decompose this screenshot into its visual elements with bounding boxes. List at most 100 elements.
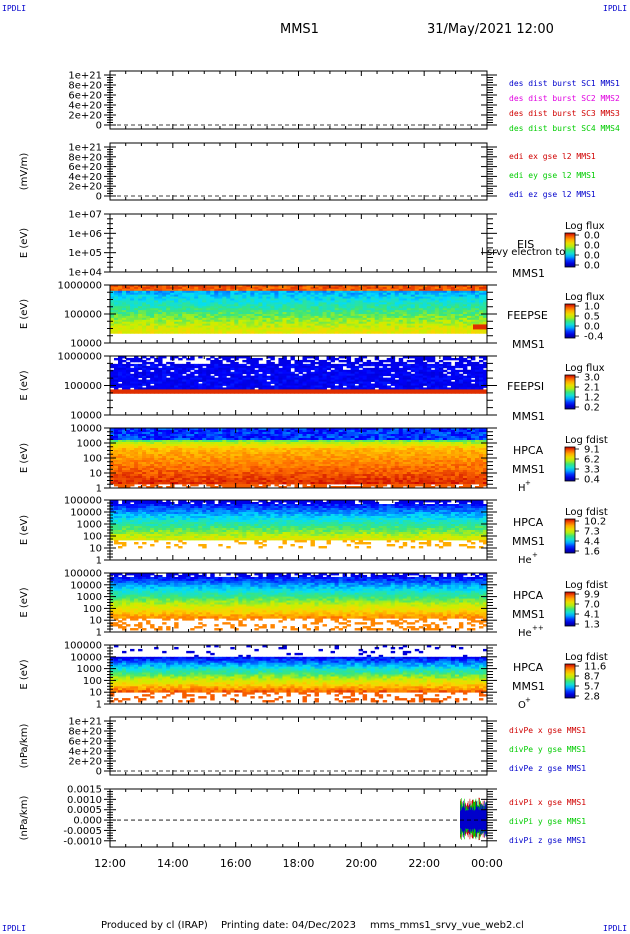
y-tick-label: 1e+04 <box>68 268 102 279</box>
spectrogram-cell <box>202 317 207 321</box>
spectrogram-cell <box>390 290 396 294</box>
spectrogram-cell <box>346 306 352 309</box>
spectrogram-cell <box>178 288 183 292</box>
spectrogram-cell <box>358 298 364 301</box>
spectrogram-cell <box>206 377 211 380</box>
spectrogram-cell <box>358 314 364 317</box>
spectrogram-cell <box>250 312 255 315</box>
spectrogram-cell <box>462 310 468 313</box>
spectrogram-cell <box>234 379 239 382</box>
spectrogram-cell <box>430 329 436 332</box>
spectrogram-cell <box>274 377 279 380</box>
spectrogram-cell <box>354 367 360 371</box>
spectrogram-cell <box>322 371 327 375</box>
spectrogram-cell <box>390 308 396 311</box>
spectrogram-cell <box>258 290 263 294</box>
y-tick-label: 0 <box>96 121 102 132</box>
spectrogram-cell <box>238 375 243 379</box>
spectrogram-cell <box>278 391 283 394</box>
spectrogram-cell <box>130 290 135 294</box>
spectrogram-cell <box>470 329 476 332</box>
spectrogram-cell <box>166 327 171 330</box>
spectrogram-cell <box>378 373 384 377</box>
spectrogram-cell <box>346 312 352 315</box>
spectrogram-cell <box>310 304 315 307</box>
spectrogram-cell <box>406 391 412 394</box>
spectrogram-cell <box>210 327 215 330</box>
spectrogram-cell <box>398 325 404 328</box>
spectrogram-cell <box>422 331 428 334</box>
spectrogram-cell <box>114 369 119 373</box>
spectrogram-cell <box>286 304 291 307</box>
spectrogram-cell <box>290 302 295 305</box>
spectrogram-cell <box>138 359 143 363</box>
spectrogram-cell <box>346 285 352 288</box>
spectrogram-cell <box>262 383 267 386</box>
spectrogram-cell <box>286 367 291 371</box>
spectrogram-cell <box>146 285 151 288</box>
spectrogram-cell <box>358 373 364 377</box>
spectrogram-cell <box>394 329 400 332</box>
spectrogram-cell <box>214 373 219 377</box>
spectrogram-cell <box>142 365 147 369</box>
spectrogram-cell <box>262 327 267 330</box>
spectrogram-cell <box>390 379 396 382</box>
spectrogram-cell <box>466 363 472 367</box>
spectrogram-cell <box>202 296 207 299</box>
spectrogram-cell <box>198 363 203 367</box>
legend-entry: des dist burst SC3 MMS3 <box>509 109 620 118</box>
spectrogram-cell <box>318 389 323 392</box>
spectrogram-cell <box>402 312 408 315</box>
spectrogram-cell <box>202 294 207 297</box>
spectrogram-cell <box>182 325 187 328</box>
spectrogram-cell <box>178 367 183 371</box>
spectrogram-cell <box>198 285 203 288</box>
spectrogram-cell <box>218 365 223 369</box>
spectrogram-cell <box>346 304 352 307</box>
spectrogram-cell <box>478 294 484 297</box>
spectrogram-cell <box>150 329 155 332</box>
spectrogram-cell <box>454 315 460 319</box>
legend-entry: des dist burst SC1 MMS1 <box>509 79 620 88</box>
spectrogram-cell <box>230 375 235 379</box>
spectrogram-cell <box>214 377 219 380</box>
spectrogram-cell <box>482 331 488 334</box>
spectrogram-cell <box>162 331 167 334</box>
spectrogram-cell <box>262 363 267 367</box>
spectrogram-cell <box>202 363 207 367</box>
spectrogram-cell <box>186 292 191 296</box>
spectrogram-cell <box>318 371 323 375</box>
spectrogram-cell <box>266 319 271 323</box>
spectrogram-cell <box>318 315 323 319</box>
spectrogram-cell <box>390 292 396 296</box>
spectrogram-cell <box>370 310 376 313</box>
spectrogram-cell <box>426 323 432 326</box>
spectrogram-cell <box>322 300 327 303</box>
spectrogram-cell <box>374 377 380 380</box>
spectrogram-cell <box>414 312 420 315</box>
spectrogram-cell <box>162 371 167 375</box>
spectrogram-cell <box>110 312 115 315</box>
spectrogram-cell <box>134 391 139 394</box>
spectrogram-cell <box>326 288 331 292</box>
spectrogram-cell <box>262 321 267 325</box>
spectrogram-cell <box>254 302 259 305</box>
spectrogram-cell <box>254 369 259 373</box>
spectrogram-cell <box>242 300 247 303</box>
spectrogram-cell <box>366 317 372 321</box>
spectrogram-cell <box>234 389 239 392</box>
spectrogram-cell <box>398 290 404 294</box>
spectrogram-cell <box>454 323 460 326</box>
spectrogram-cell <box>330 292 335 296</box>
spacecraft-label: MMS1 <box>512 410 545 423</box>
spectrogram-cell <box>306 365 311 369</box>
spectrogram-cell <box>198 327 203 330</box>
spectrogram-cell <box>274 331 279 334</box>
spectrogram-cell <box>254 310 259 313</box>
spectrogram-cell <box>110 329 115 332</box>
spectrogram-cell <box>306 327 311 330</box>
spectrogram-cell <box>202 286 207 290</box>
spectrogram-cell <box>346 300 352 303</box>
spectrogram-cell <box>214 389 219 392</box>
spectrogram-cell <box>246 331 251 334</box>
